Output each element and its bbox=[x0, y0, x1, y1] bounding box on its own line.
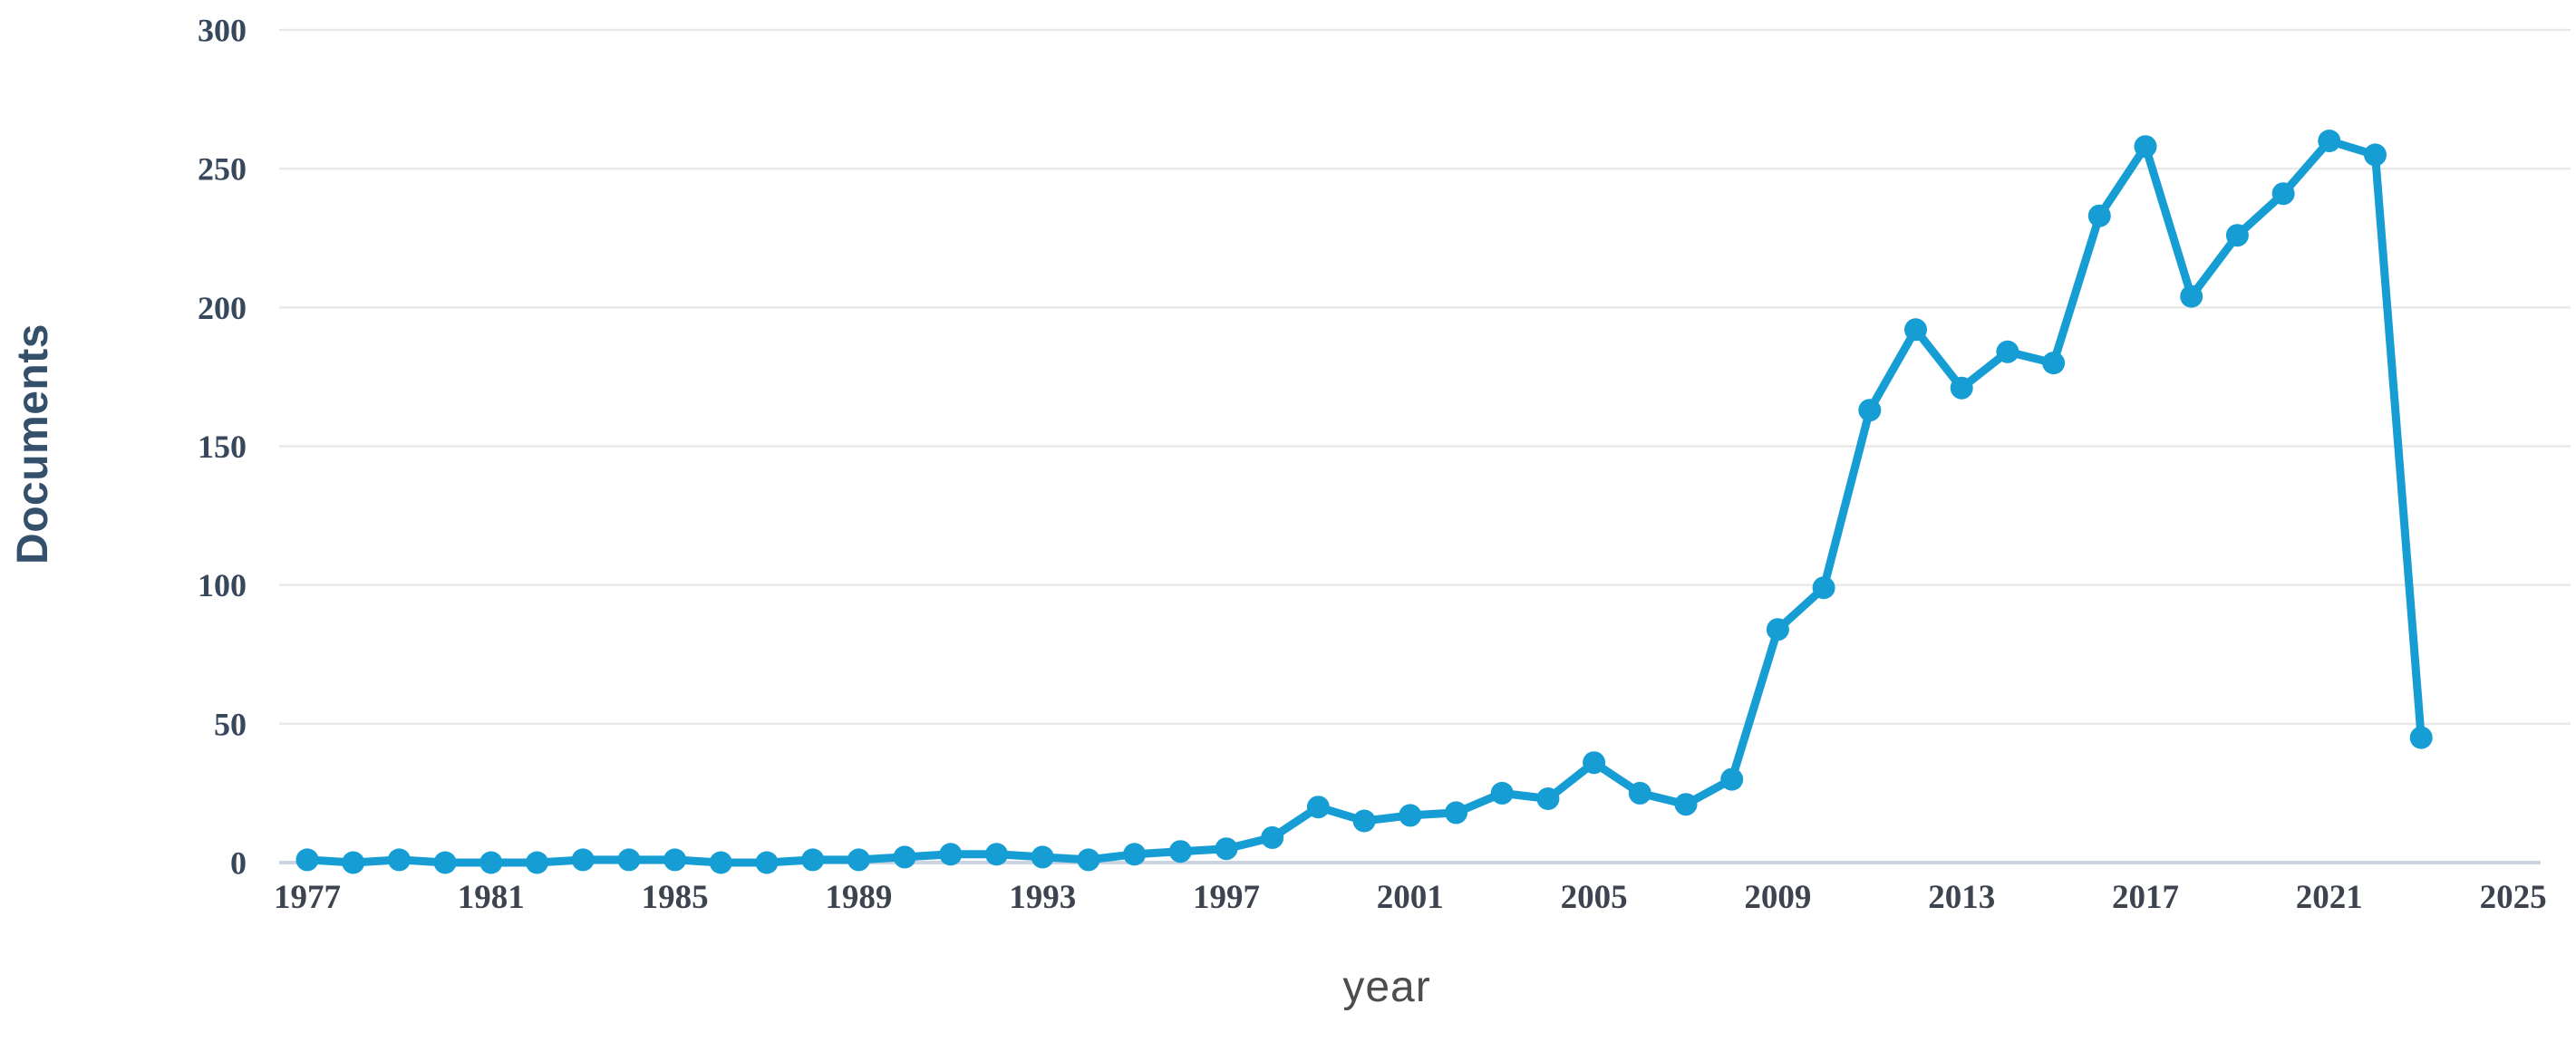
data-point-2010[interactable] bbox=[1812, 576, 1835, 600]
y-tick-label-150: 150 bbox=[198, 429, 247, 465]
data-point-1992[interactable] bbox=[985, 843, 1008, 866]
data-series-layer bbox=[295, 130, 2433, 874]
data-point-1998[interactable] bbox=[1261, 825, 1284, 849]
data-point-2006[interactable] bbox=[1628, 781, 1651, 805]
x-axis-title: year bbox=[1342, 963, 1430, 1011]
data-point-1983[interactable] bbox=[571, 848, 595, 872]
data-point-1978[interactable] bbox=[342, 851, 365, 874]
x-tick-label-1997: 1997 bbox=[1193, 879, 1260, 916]
x-tick-label-1985: 1985 bbox=[642, 879, 709, 916]
data-point-1994[interactable] bbox=[1077, 848, 1100, 872]
y-tick-label-200: 200 bbox=[198, 290, 247, 326]
y-tick-label-250: 250 bbox=[198, 151, 247, 188]
data-point-1986[interactable] bbox=[709, 851, 732, 874]
y-tick-label-0: 0 bbox=[230, 845, 247, 882]
data-point-2000[interactable] bbox=[1352, 809, 1376, 833]
y-tick-label-100: 100 bbox=[198, 567, 247, 603]
data-point-1991[interactable] bbox=[939, 843, 963, 866]
data-point-2011[interactable] bbox=[1858, 399, 1882, 422]
tick-labels-layer: 0 50 100 150 200 250 300 1977 1981 1985 1989 1993 19… bbox=[198, 13, 2547, 917]
data-point-2013[interactable] bbox=[1950, 376, 1973, 400]
y-axis-title: Documents bbox=[9, 323, 57, 564]
data-point-2020[interactable] bbox=[2271, 182, 2295, 206]
data-point-1981[interactable] bbox=[479, 851, 503, 874]
data-point-1977[interactable] bbox=[295, 848, 319, 872]
x-tick-label-2009: 2009 bbox=[1744, 879, 1811, 916]
data-point-1982[interactable] bbox=[526, 851, 548, 874]
data-point-2004[interactable] bbox=[1536, 787, 1560, 810]
x-tick-label-2021: 2021 bbox=[2296, 879, 2363, 916]
data-point-1988[interactable] bbox=[801, 848, 825, 872]
data-point-1980[interactable] bbox=[433, 851, 457, 874]
data-point-2005[interactable] bbox=[1583, 751, 1606, 775]
data-point-1993[interactable] bbox=[1031, 845, 1054, 869]
data-point-2008[interactable] bbox=[1720, 767, 1744, 791]
data-point-1989[interactable] bbox=[847, 848, 870, 872]
x-tick-label-1989: 1989 bbox=[825, 879, 892, 916]
data-point-1999[interactable] bbox=[1306, 796, 1330, 819]
data-point-2018[interactable] bbox=[2180, 285, 2203, 308]
data-point-2002[interactable] bbox=[1445, 801, 1467, 825]
x-tick-label-1977: 1977 bbox=[274, 879, 341, 916]
data-point-2012[interactable] bbox=[1904, 318, 1927, 342]
x-tick-label-2001: 2001 bbox=[1377, 879, 1444, 916]
data-point-1984[interactable] bbox=[617, 848, 641, 872]
data-point-1997[interactable] bbox=[1215, 837, 1238, 861]
data-point-2019[interactable] bbox=[2225, 224, 2249, 247]
data-point-2021[interactable] bbox=[2318, 130, 2341, 152]
data-point-2023[interactable] bbox=[2409, 726, 2433, 749]
data-point-1995[interactable] bbox=[1123, 843, 1147, 866]
data-point-2016[interactable] bbox=[2087, 204, 2111, 227]
x-tick-label-2017: 2017 bbox=[2112, 879, 2179, 916]
y-tick-label-50: 50 bbox=[214, 706, 247, 742]
data-point-2009[interactable] bbox=[1766, 618, 1789, 642]
documents-trend-line bbox=[303, 137, 2426, 867]
x-tick-label-2005: 2005 bbox=[1561, 879, 1628, 916]
x-tick-label-1981: 1981 bbox=[458, 879, 525, 916]
x-tick-label-2013: 2013 bbox=[1928, 879, 1995, 916]
gridlines-layer bbox=[279, 28, 2571, 864]
x-tick-label-2025: 2025 bbox=[2480, 879, 2547, 916]
data-point-1990[interactable] bbox=[893, 845, 916, 869]
data-point-1987[interactable] bbox=[755, 851, 779, 874]
data-point-2014[interactable] bbox=[1996, 340, 2019, 363]
x-tick-label-1993: 1993 bbox=[1009, 879, 1076, 916]
data-point-2001[interactable] bbox=[1399, 804, 1422, 827]
data-point-2003[interactable] bbox=[1490, 781, 1514, 805]
y-tick-label-300: 300 bbox=[198, 13, 247, 49]
data-point-2017[interactable] bbox=[2134, 135, 2157, 159]
data-point-1985[interactable] bbox=[663, 848, 687, 872]
data-point-2007[interactable] bbox=[1674, 793, 1698, 816]
data-point-2022[interactable] bbox=[2364, 143, 2387, 167]
data-point-1979[interactable] bbox=[387, 848, 411, 872]
data-point-2015[interactable] bbox=[2042, 352, 2066, 375]
data-point-1996[interactable] bbox=[1168, 840, 1192, 864]
